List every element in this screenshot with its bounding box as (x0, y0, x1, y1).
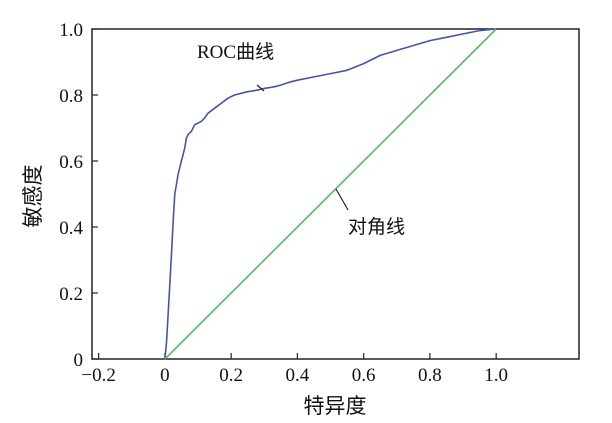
series-layer (164, 28, 497, 360)
y-tick-label: 0.6 (59, 152, 83, 173)
plot-frame (91, 28, 580, 360)
x-tick-label: −0.2 (81, 365, 115, 386)
roc-curve-line (164, 28, 497, 360)
x-tick-label: 0.6 (352, 365, 376, 386)
y-tick-label: 0.8 (59, 86, 83, 107)
y-axis-ticks: 0 0.2 0.4 0.6 0.8 1.0 (59, 20, 98, 371)
roc-curve-pointer (256, 84, 265, 92)
y-axis-title: 敏感度 (21, 165, 45, 228)
x-axis-title: 特异度 (304, 394, 367, 418)
y-tick-label: 0.4 (59, 218, 83, 239)
x-tick-label: 0.4 (286, 365, 310, 386)
x-tick-label: 0 (160, 365, 170, 386)
diagonal-annotation: 对角线 (348, 216, 405, 238)
diagonal-reference-line (164, 28, 497, 360)
x-axis-ticks: −0.2 0 0.2 0.4 0.6 0.8 1.0 (81, 353, 508, 386)
y-tick-label: 0 (74, 350, 84, 371)
x-tick-label: 0.8 (418, 365, 442, 386)
y-tick-label: 0.2 (59, 284, 83, 305)
y-tick-label: 1.0 (59, 20, 83, 41)
x-tick-label: 0.2 (219, 365, 243, 386)
diagonal-pointer (335, 188, 349, 211)
roc-curve-annotation: ROC曲线 (197, 41, 274, 63)
x-tick-label: 1.0 (484, 365, 508, 386)
annotation-layer: ROC曲线 对角线 (197, 41, 405, 238)
